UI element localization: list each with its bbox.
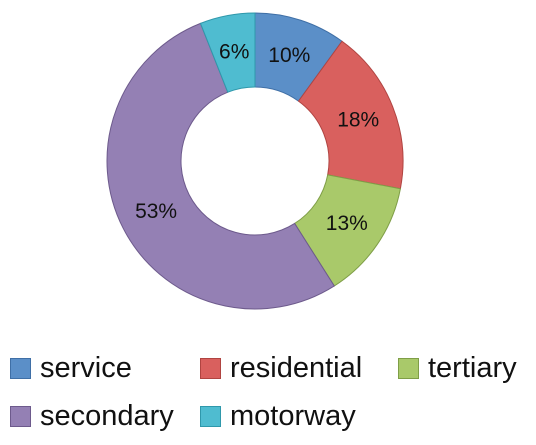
- legend-label-motorway: motorway: [230, 400, 356, 432]
- slice-label-service: 10%: [268, 44, 310, 67]
- legend-swatch-service: [10, 358, 31, 379]
- legend-label-secondary: secondary: [40, 400, 174, 432]
- slice-residential: [297, 40, 404, 190]
- legend-swatch-tertiary: [398, 358, 419, 379]
- slice-secondary: [106, 22, 335, 310]
- legend-item-tertiary: tertiary: [398, 354, 517, 383]
- slice-label-secondary: 53%: [135, 200, 177, 223]
- legend-swatch-motorway: [200, 406, 221, 427]
- legend-swatch-residential: [200, 358, 221, 379]
- legend-item-secondary: secondary: [10, 402, 174, 431]
- legend-item-residential: residential: [200, 354, 362, 383]
- legend-label-tertiary: tertiary: [428, 352, 517, 384]
- legend-swatch-secondary: [10, 406, 31, 427]
- legend-item-motorway: motorway: [200, 402, 356, 431]
- slice-label-tertiary: 13%: [326, 212, 368, 235]
- legend-label-service: service: [40, 352, 132, 384]
- legend-item-service: service: [10, 354, 132, 383]
- donut-chart: 10% 18% 13% 53% 6%: [106, 12, 404, 310]
- slice-label-residential: 18%: [337, 109, 379, 132]
- slice-motorway: [199, 12, 256, 93]
- legend-label-residential: residential: [230, 352, 363, 384]
- slice-label-motorway: 6%: [219, 40, 249, 63]
